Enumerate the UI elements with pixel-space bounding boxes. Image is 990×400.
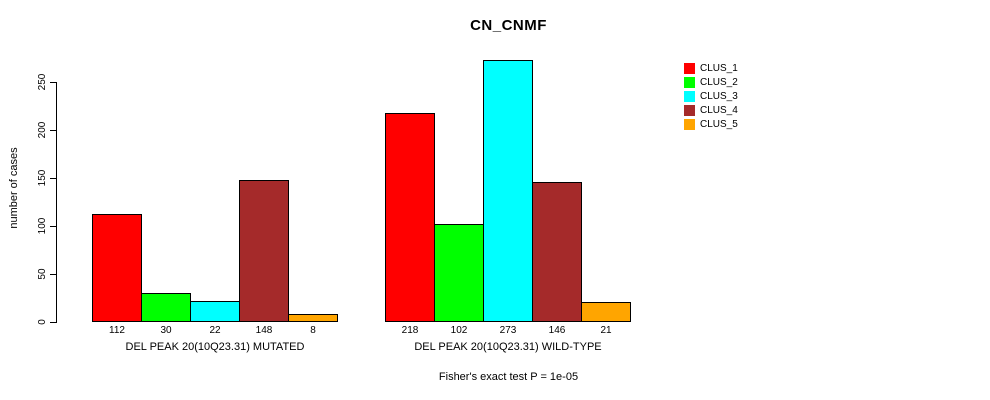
legend-swatch-icon: [684, 62, 695, 74]
bar-value-label: 112: [109, 325, 125, 336]
bar-value-label: 30: [160, 325, 172, 336]
group-label: DEL PEAK 20(10Q23.31) WILD-TYPE: [414, 341, 602, 353]
legend-label: CLUS_5: [700, 118, 738, 130]
y-axis-tick: [50, 226, 57, 227]
bar-value-label: 102: [450, 325, 468, 336]
y-axis-tick-label: 100: [37, 217, 48, 235]
y-axis-label: number of cases: [8, 147, 20, 229]
group-label: DEL PEAK 20(10Q23.31) MUTATED: [125, 341, 305, 353]
y-axis-tick: [50, 82, 57, 83]
annotation-pvalue: Fisher's exact test P = 1e-05: [438, 371, 579, 383]
y-axis-tick: [50, 322, 57, 323]
legend-swatch-icon: [684, 76, 695, 88]
legend-item: CLUS_4: [684, 103, 738, 117]
bar-clus_4: [532, 182, 582, 322]
legend-item: CLUS_3: [684, 89, 738, 103]
bar-value-label: 146: [548, 325, 566, 336]
bar-clus_1: [385, 113, 435, 322]
y-axis-tick-label: 50: [37, 268, 48, 280]
legend-swatch-icon: [684, 118, 695, 130]
legend-swatch-icon: [684, 90, 695, 102]
legend: CLUS_1 CLUS_2 CLUS_3 CLUS_4 CLUS_5: [684, 61, 738, 131]
legend-label: CLUS_2: [700, 76, 738, 88]
y-axis-tick-label: 150: [37, 169, 48, 187]
bar-value-label: 8: [310, 325, 316, 336]
legend-item: CLUS_2: [684, 75, 738, 89]
bar-value-label: 22: [209, 325, 221, 336]
bar-clus_2: [141, 293, 191, 322]
chart-title: CN_CNMF: [470, 17, 547, 34]
bar-clus_1: [92, 214, 142, 322]
bar-value-label: 21: [600, 325, 612, 336]
bar-clus_3: [190, 301, 240, 322]
bar-clus_4: [239, 180, 289, 322]
legend-label: CLUS_1: [700, 62, 738, 74]
bar-clus_2: [434, 224, 484, 322]
y-axis-tick-label: 0: [37, 319, 48, 325]
bar-clus_5: [581, 302, 631, 322]
y-axis-tick: [50, 274, 57, 275]
legend-label: CLUS_3: [700, 90, 738, 102]
bar-value-label: 218: [401, 325, 419, 336]
legend-label: CLUS_4: [700, 104, 738, 116]
bar-clus_5: [288, 314, 338, 322]
legend-swatch-icon: [684, 104, 695, 116]
y-axis-line: [56, 82, 57, 323]
bar-clus_3: [483, 60, 533, 322]
legend-item: CLUS_1: [684, 61, 738, 75]
y-axis-tick-label: 200: [37, 121, 48, 139]
legend-item: CLUS_5: [684, 117, 738, 131]
y-axis-tick: [50, 178, 57, 179]
y-axis-tick: [50, 130, 57, 131]
bar-value-label: 148: [255, 325, 273, 336]
y-axis-tick-label: 250: [37, 73, 48, 91]
bar-value-label: 273: [499, 325, 517, 336]
